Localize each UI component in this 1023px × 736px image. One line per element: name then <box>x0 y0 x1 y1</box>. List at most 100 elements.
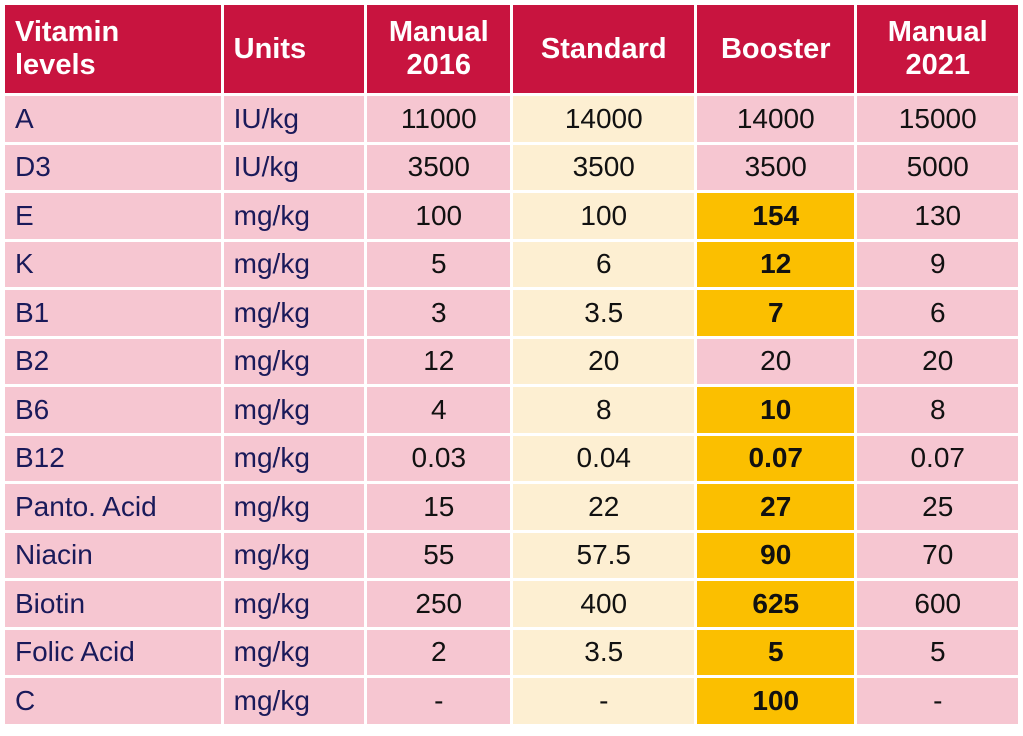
cell-standard: 0.04 <box>513 435 695 481</box>
cell-manual-2016: 250 <box>367 581 511 627</box>
table-row: D3 IU/kg 3500 3500 3500 5000 <box>5 144 1018 190</box>
cell-manual-2021: 9 <box>857 241 1018 287</box>
cell-booster: 12 <box>697 241 855 287</box>
cell-vitamin: Biotin <box>5 581 221 627</box>
cell-manual-2016: 100 <box>367 193 511 239</box>
cell-manual-2016: - <box>367 678 511 724</box>
cell-manual-2021: 130 <box>857 193 1018 239</box>
header-line: Booster <box>720 32 831 65</box>
cell-vitamin: A <box>5 96 221 142</box>
cell-standard: 22 <box>513 484 695 530</box>
header-booster: Booster <box>697 5 855 93</box>
cell-vitamin: Panto. Acid <box>5 484 221 530</box>
cell-booster: 3500 <box>697 144 855 190</box>
cell-units: mg/kg <box>223 241 365 287</box>
header-line: Vitamin <box>15 16 120 48</box>
header-vitamin-levels: Vitamin levels <box>5 5 221 93</box>
table-row: B1 mg/kg 3 3.5 7 6 <box>5 290 1018 336</box>
cell-standard: 14000 <box>513 96 695 142</box>
cell-booster: 14000 <box>697 96 855 142</box>
cell-booster: 5 <box>697 629 855 675</box>
cell-manual-2016: 11000 <box>367 96 511 142</box>
cell-booster: 154 <box>697 193 855 239</box>
cell-manual-2016: 5 <box>367 241 511 287</box>
header-line: Units <box>233 32 307 65</box>
table-row: Biotin mg/kg 250 400 625 600 <box>5 581 1018 627</box>
cell-units: IU/kg <box>223 144 365 190</box>
cell-units: mg/kg <box>223 678 365 724</box>
header-line: levels <box>15 49 96 81</box>
table-row: Folic Acid mg/kg 2 3.5 5 5 <box>5 629 1018 675</box>
header-line: 2021 <box>905 49 970 81</box>
header-line: 2016 <box>406 49 472 81</box>
cell-booster: 20 <box>697 338 855 384</box>
cell-vitamin: E <box>5 193 221 239</box>
table-row: A IU/kg 11000 14000 14000 15000 <box>5 96 1018 142</box>
cell-manual-2016: 0.03 <box>367 435 511 481</box>
table-row: Panto. Acid mg/kg 15 22 27 25 <box>5 484 1018 530</box>
cell-manual-2021: 25 <box>857 484 1018 530</box>
cell-booster: 7 <box>697 290 855 336</box>
cell-units: mg/kg <box>223 484 365 530</box>
header-line: Standard <box>540 32 667 65</box>
cell-manual-2021: 5000 <box>857 144 1018 190</box>
cell-standard: 100 <box>513 193 695 239</box>
header-line: Manual <box>887 16 988 48</box>
cell-manual-2021: 5 <box>857 629 1018 675</box>
cell-manual-2016: 12 <box>367 338 511 384</box>
header-units: Units <box>223 5 365 93</box>
cell-manual-2021: 8 <box>857 387 1018 433</box>
table-row: B12 mg/kg 0.03 0.04 0.07 0.07 <box>5 435 1018 481</box>
cell-standard: 3500 <box>513 144 695 190</box>
header-standard: Standard <box>513 5 695 93</box>
cell-manual-2016: 4 <box>367 387 511 433</box>
cell-manual-2016: 55 <box>367 532 511 578</box>
cell-vitamin: B2 <box>5 338 221 384</box>
cell-units: IU/kg <box>223 96 365 142</box>
cell-manual-2021: - <box>857 678 1018 724</box>
cell-units: mg/kg <box>223 290 365 336</box>
cell-manual-2021: 20 <box>857 338 1018 384</box>
cell-manual-2021: 15000 <box>857 96 1018 142</box>
cell-standard: 57.5 <box>513 532 695 578</box>
cell-standard: 3.5 <box>513 629 695 675</box>
cell-standard: 400 <box>513 581 695 627</box>
cell-vitamin: B12 <box>5 435 221 481</box>
cell-vitamin: Folic Acid <box>5 629 221 675</box>
cell-booster: 100 <box>697 678 855 724</box>
table-row: B2 mg/kg 12 20 20 20 <box>5 338 1018 384</box>
cell-manual-2016: 2 <box>367 629 511 675</box>
cell-vitamin: K <box>5 241 221 287</box>
cell-standard: - <box>513 678 695 724</box>
cell-units: mg/kg <box>223 193 365 239</box>
cell-standard: 20 <box>513 338 695 384</box>
cell-vitamin: B6 <box>5 387 221 433</box>
cell-vitamin: Niacin <box>5 532 221 578</box>
cell-units: mg/kg <box>223 581 365 627</box>
cell-manual-2016: 15 <box>367 484 511 530</box>
cell-units: mg/kg <box>223 532 365 578</box>
header-manual-2021: Manual 2021 <box>857 5 1018 93</box>
header-row: Vitamin levels Units Manual 2016 Standard … <box>5 5 1018 93</box>
table-body: A IU/kg 11000 14000 14000 15000 D3 IU/kg 3500 350… <box>5 96 1018 724</box>
cell-manual-2016: 3 <box>367 290 511 336</box>
cell-manual-2021: 600 <box>857 581 1018 627</box>
cell-manual-2021: 70 <box>857 532 1018 578</box>
header-line: Manual <box>388 16 489 48</box>
cell-vitamin: D3 <box>5 144 221 190</box>
cell-booster: 625 <box>697 581 855 627</box>
cell-standard: 3.5 <box>513 290 695 336</box>
cell-units: mg/kg <box>223 387 365 433</box>
cell-vitamin: C <box>5 678 221 724</box>
cell-manual-2016: 3500 <box>367 144 511 190</box>
cell-booster: 10 <box>697 387 855 433</box>
cell-booster: 27 <box>697 484 855 530</box>
cell-standard: 8 <box>513 387 695 433</box>
cell-units: mg/kg <box>223 629 365 675</box>
cell-vitamin: B1 <box>5 290 221 336</box>
cell-booster: 90 <box>697 532 855 578</box>
